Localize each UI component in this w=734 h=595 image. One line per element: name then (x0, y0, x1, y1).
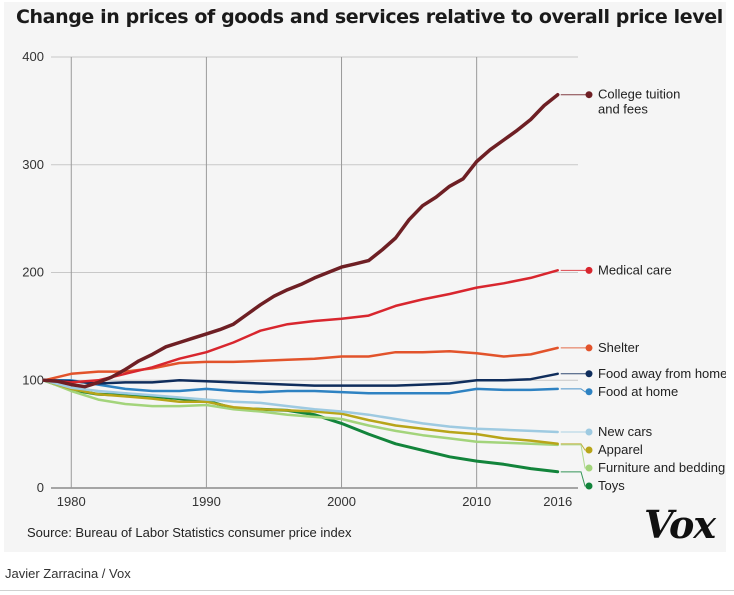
x-tick-label-2000: 2000 (327, 494, 356, 509)
series-label-line: Shelter (598, 340, 640, 355)
leader-line-food-at-home (560, 388, 589, 393)
series-label-food-at-home: Food at home (598, 384, 678, 399)
series-label-line: Food away from home (598, 366, 726, 381)
series-label-line: Apparel (598, 442, 643, 457)
marker-dot-food-at-home (585, 388, 593, 396)
series-label-line: Food at home (598, 384, 678, 399)
image-credit: Javier Zarracina / Vox (5, 566, 131, 581)
series-label-food-away-from-home: Food away from home (598, 366, 726, 381)
divider (0, 590, 734, 591)
y-tick-label-100: 100 (22, 372, 44, 387)
series-label-shelter: Shelter (598, 340, 640, 355)
marker-dot-toys (585, 482, 593, 490)
leader-line-furniture-and-bedding (560, 444, 589, 469)
series-label-line: College tuition (598, 87, 680, 102)
series-label-line: New cars (598, 424, 653, 439)
series-label-apparel: Apparel (598, 442, 643, 457)
series-label-toys: Toys (598, 478, 625, 493)
chart-title: Change in prices of goods and services r… (16, 6, 723, 28)
y-tick-label-0: 0 (37, 480, 44, 495)
marker-dot-apparel (585, 446, 593, 454)
series-label-line: and fees (598, 102, 648, 117)
x-tick-label-2010: 2010 (462, 494, 491, 509)
series-label-line: Toys (598, 478, 625, 493)
series-label-medical-care: Medical care (598, 262, 672, 277)
series-line-toys (42, 378, 560, 474)
grid-layer: 0 100 200 300 400 1980 1990 2000 2010 2016 (22, 49, 578, 509)
chart-card: Change in prices of goods and services r… (4, 2, 726, 552)
marker-dot-new-cars (585, 428, 593, 436)
y-tick-label-400: 400 (22, 49, 44, 64)
marker-dot-college-tuition-and-fees (585, 91, 593, 99)
series-label-line: Furniture and bedding (598, 460, 725, 475)
series-label-college-tuition-and-fees: College tuition and fees (598, 87, 680, 117)
series-label-furniture-and-bedding: Furniture and bedding (598, 460, 725, 475)
series-line-food-away-from-home (42, 372, 559, 387)
series-line-furniture-and-bedding (42, 379, 559, 447)
series-label-line: Medical care (598, 262, 672, 277)
series-line-shelter (42, 346, 559, 382)
label-layer: College tuition and fees Medical care Shelt… (560, 87, 726, 493)
y-tick-label-300: 300 (22, 157, 44, 172)
marker-dot-furniture-and-bedding (585, 464, 593, 472)
marker-dot-shelter (585, 344, 593, 352)
marker-dot-food-away-from-home (585, 370, 593, 378)
x-tick-label-1990: 1990 (192, 494, 221, 509)
series-label-new-cars: New cars (598, 424, 653, 439)
y-tick-label-200: 200 (22, 265, 44, 280)
x-tick-label-1980: 1980 (57, 494, 86, 509)
series-line-food-at-home (42, 379, 559, 395)
line-chart: 0 100 200 300 400 1980 1990 2000 2010 2016 Colleg… (22, 49, 726, 509)
series-line-medical-care (42, 269, 559, 384)
series-layer (42, 92, 560, 474)
leader-line-toys (560, 471, 589, 487)
series-line-apparel (42, 379, 559, 446)
marker-dot-medical-care (585, 266, 593, 274)
series-line-college-tuition-and-fees (42, 92, 560, 389)
x-tick-label-2016: 2016 (543, 494, 572, 509)
vox-logo: Vox (644, 502, 716, 547)
series-line-new-cars (42, 379, 559, 434)
source-note: Source: Bureau of Labor Statistics consu… (27, 525, 352, 540)
